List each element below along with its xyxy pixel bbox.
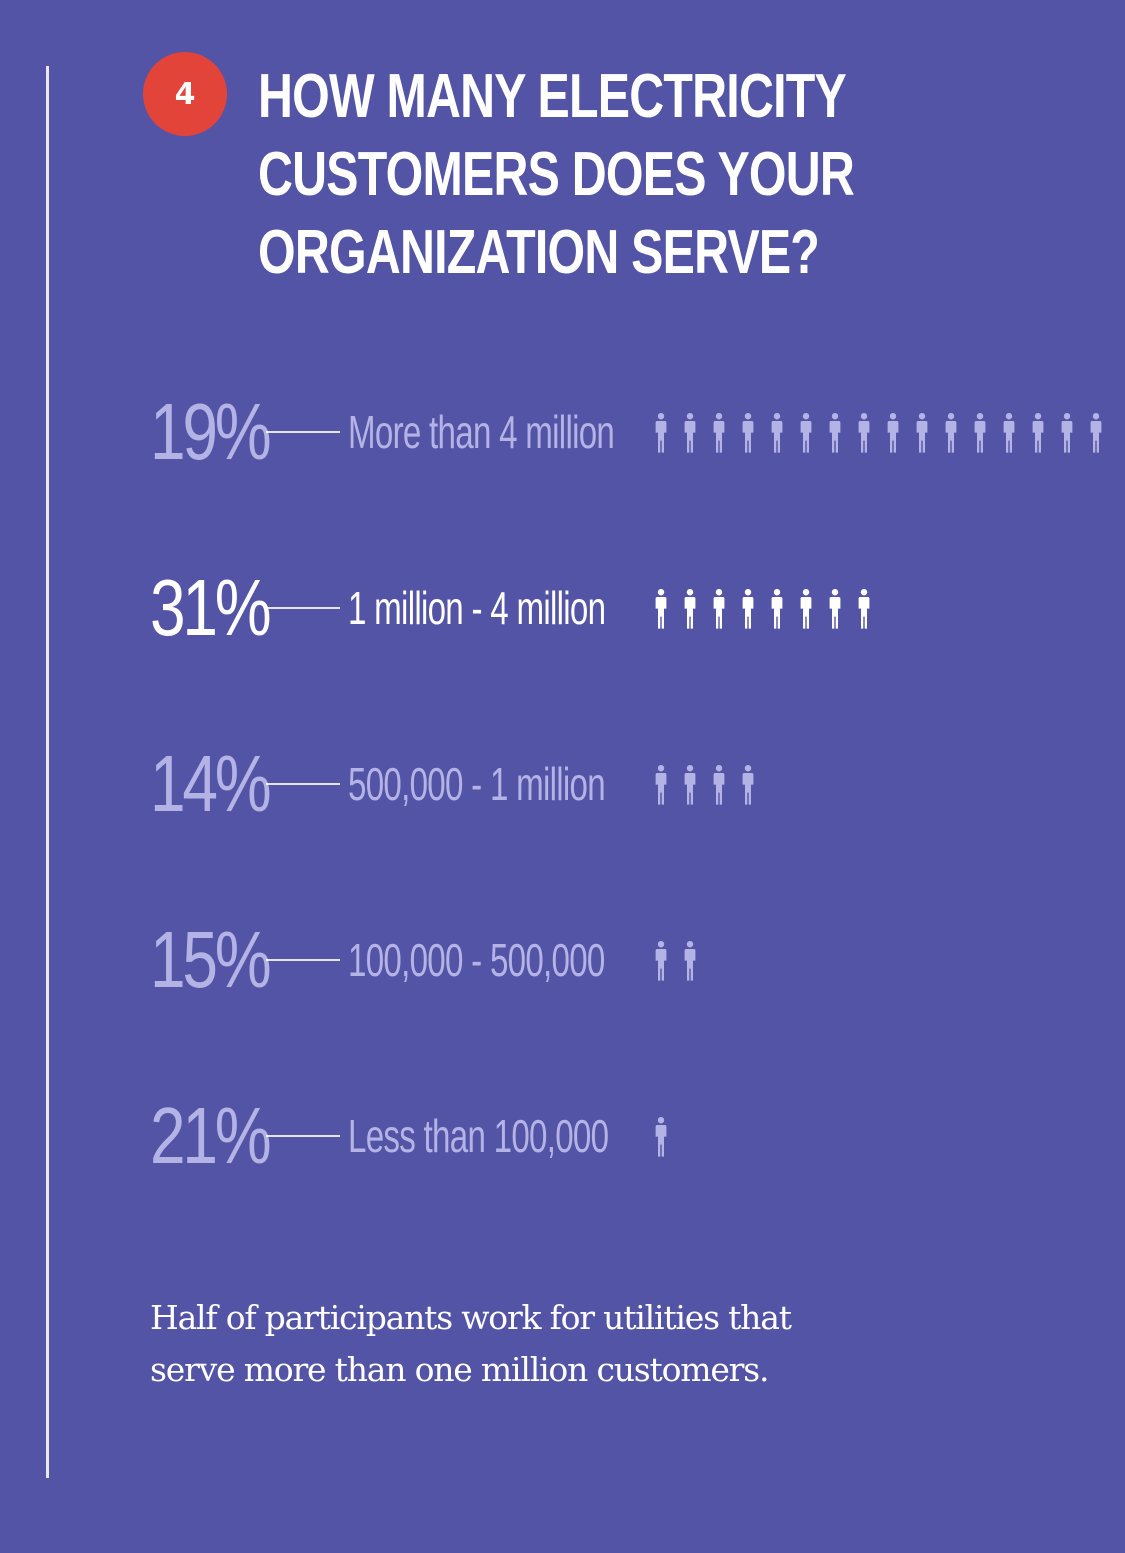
- question-number: 4: [174, 76, 196, 112]
- person-icon: [646, 765, 675, 805]
- question-number-badge: 4: [143, 52, 227, 136]
- person-icon: [820, 413, 849, 453]
- category-label: 100,000 - 500,000: [348, 934, 605, 986]
- chart-row: 14% 500,000 - 1 million: [150, 739, 705, 829]
- connector-line: [266, 431, 340, 433]
- person-icon: [646, 941, 675, 981]
- person-icon: [762, 413, 791, 453]
- footnote-text: Half of participants work for utilities …: [150, 1298, 792, 1389]
- person-icon: [791, 589, 820, 629]
- person-icon: [965, 413, 994, 453]
- person-icon: [646, 413, 675, 453]
- person-icon: [878, 413, 907, 453]
- chart-row: 15% 100,000 - 500,000: [150, 915, 704, 1005]
- person-icon-group: [646, 413, 1110, 453]
- person-icon: [762, 589, 791, 629]
- person-icon: [907, 413, 936, 453]
- title-line-2: CUSTOMERS DOES YOUR: [258, 140, 855, 209]
- connector-line: [266, 959, 340, 961]
- person-icon: [675, 765, 704, 805]
- person-icon: [704, 589, 733, 629]
- person-icon: [646, 589, 675, 629]
- person-icon: [849, 413, 878, 453]
- person-icon: [733, 765, 762, 805]
- category-label: Less than 100,000: [348, 1110, 609, 1162]
- person-icon: [849, 589, 878, 629]
- person-icon: [820, 589, 849, 629]
- chart-row: 21% Less than 100,000: [150, 1091, 710, 1181]
- connector-line: [266, 783, 340, 785]
- person-icon: [733, 413, 762, 453]
- person-icon: [791, 413, 820, 453]
- title-line-1: HOW MANY ELECTRICITY: [258, 62, 847, 131]
- category-label: 500,000 - 1 million: [348, 758, 606, 810]
- person-icon-group: [646, 765, 762, 805]
- category-label: 1 million - 4 million: [348, 582, 606, 634]
- percent-label: 21%: [150, 1091, 272, 1180]
- category-label: More than 4 million: [348, 406, 615, 458]
- person-icon: [675, 589, 704, 629]
- percent-label: 19%: [150, 387, 272, 476]
- question-title: HOW MANY ELECTRICITY CUSTOMERS DOES YOUR…: [258, 58, 855, 292]
- person-icon: [1052, 413, 1081, 453]
- person-icon: [675, 941, 704, 981]
- percent-label: 15%: [150, 915, 272, 1004]
- percent-label: 14%: [150, 739, 272, 828]
- person-icon: [1023, 413, 1052, 453]
- person-icon: [936, 413, 965, 453]
- person-icon-group: [646, 941, 704, 981]
- person-icon: [675, 413, 704, 453]
- person-icon-group: [646, 589, 878, 629]
- person-icon: [646, 1117, 675, 1157]
- left-divider-line: [46, 66, 49, 1478]
- person-icon: [733, 589, 762, 629]
- chart-row: 19% More than 4 million: [150, 387, 718, 477]
- chart-row: 31% 1 million - 4 million: [150, 563, 705, 653]
- person-icon: [1081, 413, 1110, 453]
- person-icon: [704, 765, 733, 805]
- percent-label: 31%: [150, 563, 272, 652]
- person-icon-group: [646, 1117, 675, 1157]
- person-icon: [994, 413, 1023, 453]
- person-icon: [704, 413, 733, 453]
- connector-line: [266, 1135, 340, 1137]
- title-line-3: ORGANIZATION SERVE?: [258, 218, 820, 287]
- connector-line: [266, 607, 340, 609]
